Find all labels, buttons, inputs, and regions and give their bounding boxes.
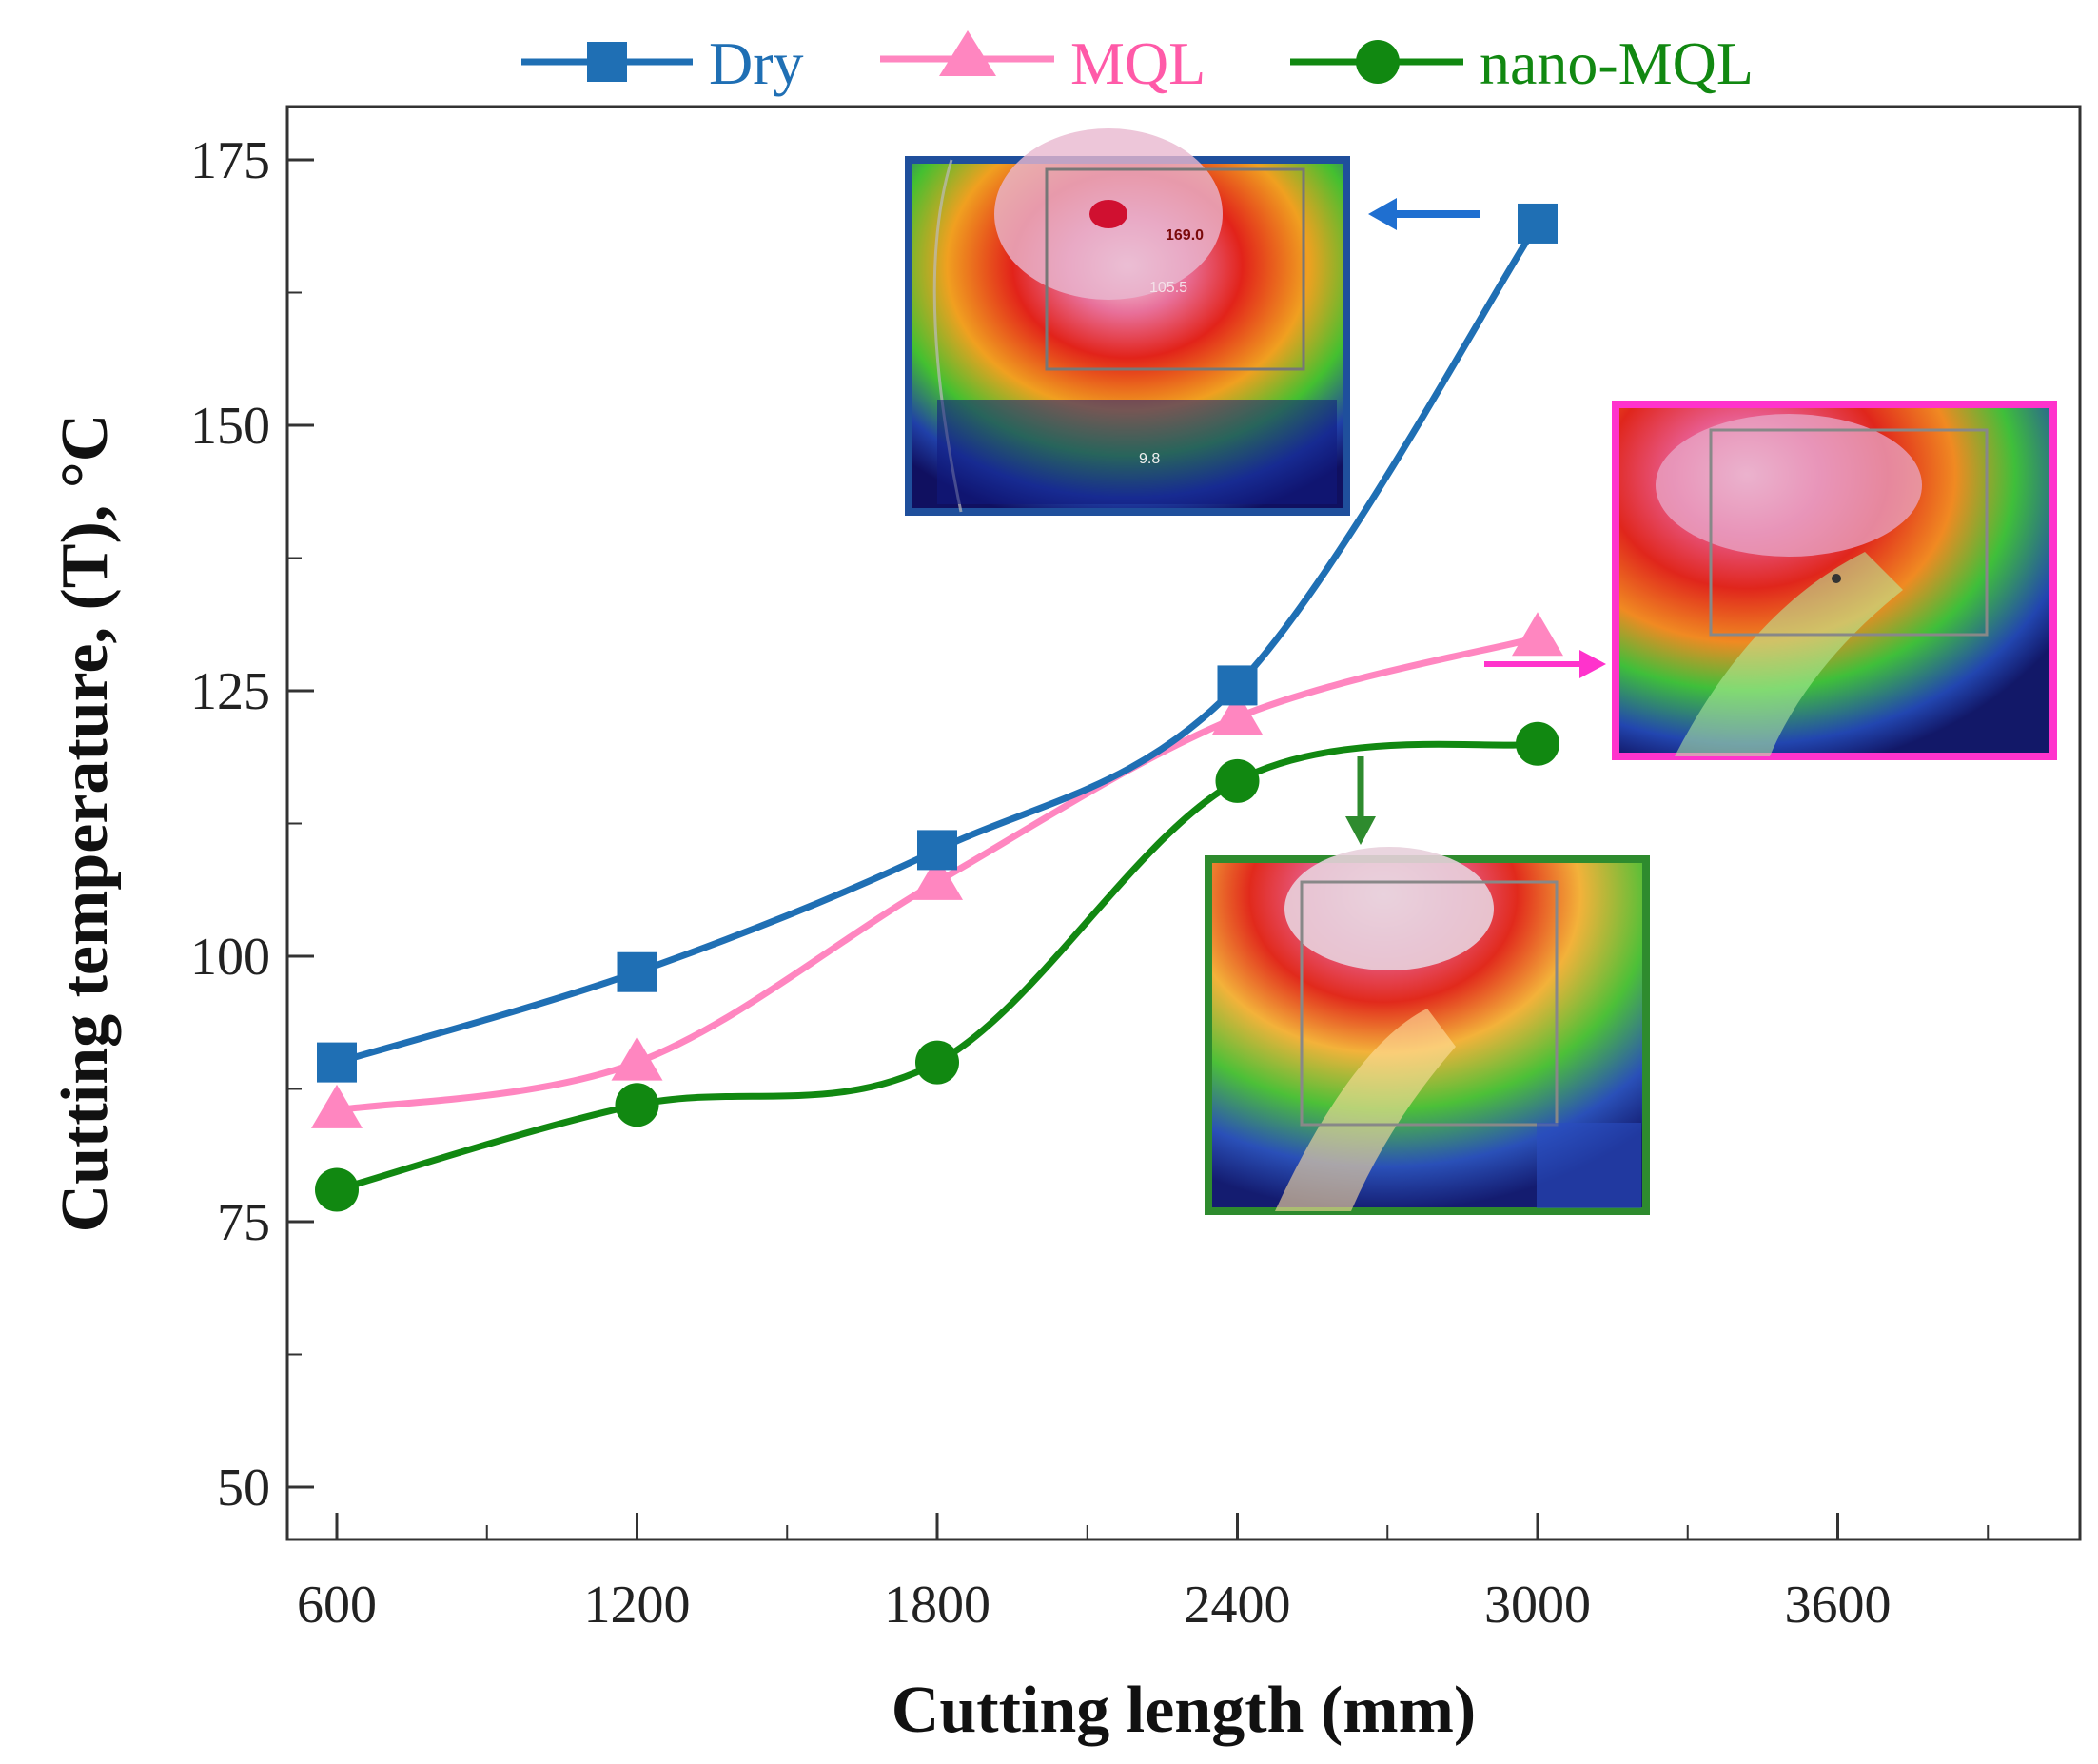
- series-nano-mql: [315, 721, 1559, 1212]
- y-tick-label-125: 125: [190, 662, 270, 721]
- mql-thermal-image: [1612, 401, 2057, 760]
- legend-item-dry: Dry: [521, 29, 804, 97]
- point-mql-600: [311, 1084, 363, 1128]
- dry-inset-readout-max: 169.0: [1166, 227, 1204, 244]
- legend-label-mql: MQL: [1070, 29, 1206, 97]
- dry-inset-arrow: [1368, 198, 1480, 230]
- point-nano-mql-1800: [915, 1040, 959, 1085]
- point-nano-mql-1200: [615, 1083, 659, 1127]
- point-nano-mql-3000: [1516, 721, 1559, 766]
- point-nano-mql-600: [315, 1167, 359, 1212]
- y-tick-label-100: 100: [190, 928, 270, 987]
- x-tick-label-2400: 2400: [1185, 1576, 1291, 1635]
- legend-marker-dry: [587, 42, 627, 82]
- legend-label-nano-mql: nano-MQL: [1480, 29, 1754, 97]
- legend-item-nano-mql: nano-MQL: [1290, 29, 1754, 97]
- point-dry-600: [317, 1042, 357, 1083]
- legend-marker-nano-mql: [1356, 40, 1400, 84]
- x-tick-label-1200: 1200: [584, 1576, 691, 1635]
- mql-inset-arrow: [1484, 650, 1606, 678]
- point-nano-mql-2400: [1215, 758, 1260, 803]
- nano-mql-thermal-image: [1205, 847, 1650, 1215]
- y-tick-label-150: 150: [190, 397, 270, 456]
- point-mql-1800: [912, 855, 963, 900]
- x-tick-label-3000: 3000: [1484, 1576, 1591, 1635]
- x-tick-label-1800: 1800: [884, 1576, 990, 1635]
- dry-inset-readout-min: 9.8: [1139, 451, 1160, 467]
- x-axis-title: Cutting length (mm): [892, 1674, 1476, 1747]
- dry-inset-readout-mid: 105.5: [1149, 280, 1187, 296]
- point-mql-2400: [1211, 691, 1264, 735]
- legend: Dry MQL nano-MQL: [521, 29, 1754, 97]
- nano-mql-inset-arrow: [1345, 756, 1376, 845]
- y-tick-label-75: 75: [217, 1193, 270, 1252]
- legend-marker-mql: [939, 30, 996, 76]
- series-layer: [311, 203, 1563, 1212]
- point-mql-1200: [611, 1036, 663, 1081]
- y-axis-title: Cutting temperature, (T), °C: [49, 414, 122, 1233]
- series-dry: [317, 203, 1558, 1083]
- point-mql-3000: [1512, 612, 1563, 657]
- y-axis: 50 75 100 125 150 175: [190, 131, 314, 1540]
- point-dry-2400: [1217, 665, 1258, 706]
- series-line-dry: [333, 220, 1541, 1067]
- y-tick-label-175: 175: [190, 131, 270, 190]
- y-tick-label-50: 50: [217, 1459, 270, 1518]
- point-dry-1800: [917, 830, 957, 871]
- x-axis: 600 1200 1800 2400 3000 3600: [297, 1513, 1990, 1635]
- legend-item-mql: MQL: [880, 29, 1206, 97]
- series-mql: [311, 612, 1563, 1128]
- point-dry-1200: [617, 951, 657, 992]
- x-tick-label-3600: 3600: [1785, 1576, 1892, 1635]
- dry-thermal-image: 169.0 105.5 9.8: [905, 128, 1350, 516]
- point-dry-3000: [1518, 203, 1558, 244]
- x-tick-label-600: 600: [297, 1576, 377, 1635]
- legend-label-dry: Dry: [709, 29, 804, 97]
